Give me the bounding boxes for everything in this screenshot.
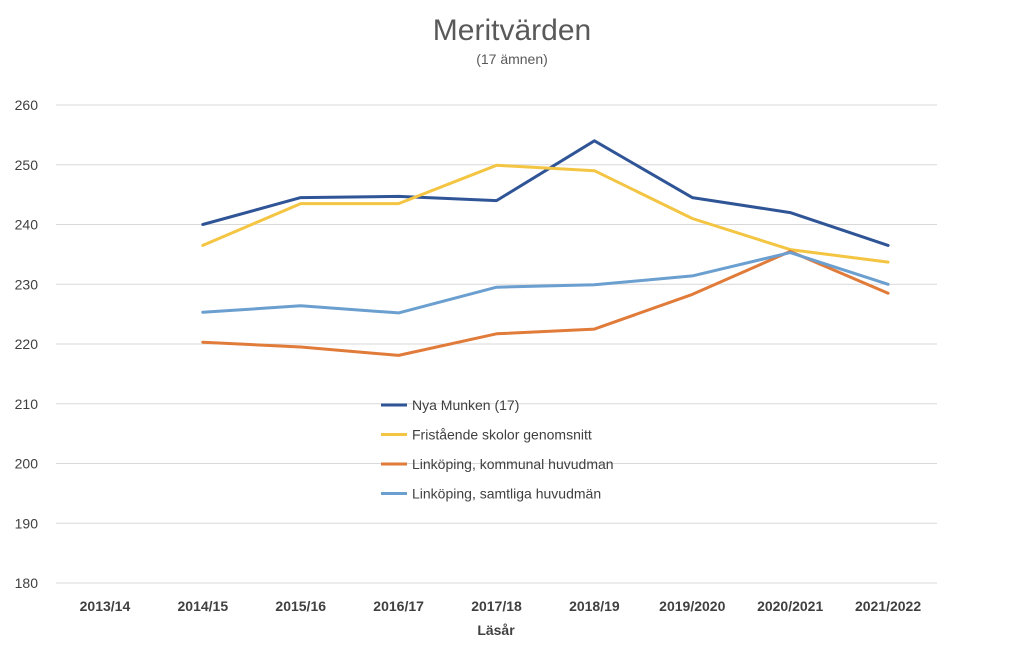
x-tick-label: 2021/2022 xyxy=(855,598,921,614)
series-lines xyxy=(201,139,890,357)
y-tick-label: 200 xyxy=(15,456,39,472)
chart-subtitle: (17 ämnen) xyxy=(476,51,548,67)
chart-title: Meritvärden xyxy=(433,14,591,47)
x-tick-label: 2018/19 xyxy=(569,598,620,614)
series-line-1 xyxy=(201,139,890,247)
series-line-3 xyxy=(201,249,890,357)
x-tick-label: 2019/2020 xyxy=(659,598,725,614)
x-tick-label: 2015/16 xyxy=(275,598,326,614)
x-axis-ticks: 2013/14 2014/15 2015/16 2016/17 2017/18 2018/… xyxy=(80,598,922,614)
y-tick-label: 190 xyxy=(15,515,39,531)
x-tick-label: 2014/15 xyxy=(178,598,229,614)
y-axis-ticks: 180 190 200 210 220 230 240 250 260 xyxy=(15,97,39,591)
gridlines xyxy=(56,104,937,584)
x-tick-label: 2020/2021 xyxy=(757,598,823,614)
x-tick-label: 2013/14 xyxy=(80,598,131,614)
y-tick-label: 240 xyxy=(15,217,39,233)
y-tick-label: 180 xyxy=(15,575,39,591)
legend-label: Linköping, kommunal huvudman xyxy=(412,456,614,472)
x-axis-label: Läsår xyxy=(477,622,515,638)
series-line-2 xyxy=(201,163,890,264)
legend-label: Linköping, samtliga huvudmän xyxy=(412,486,601,502)
legend-label: Fristående skolor genomsnitt xyxy=(412,427,592,443)
y-tick-label: 210 xyxy=(15,396,39,412)
y-tick-label: 230 xyxy=(15,276,39,292)
y-tick-label: 260 xyxy=(15,97,39,113)
x-tick-label: 2016/17 xyxy=(373,598,424,614)
y-tick-label: 220 xyxy=(15,336,39,352)
legend: Nya Munken (17) Fristående skolor genomsn… xyxy=(381,397,614,502)
legend-label: Nya Munken (17) xyxy=(412,397,519,413)
x-tick-label: 2017/18 xyxy=(471,598,522,614)
y-tick-label: 250 xyxy=(15,157,39,173)
series-line-4 xyxy=(201,251,890,315)
